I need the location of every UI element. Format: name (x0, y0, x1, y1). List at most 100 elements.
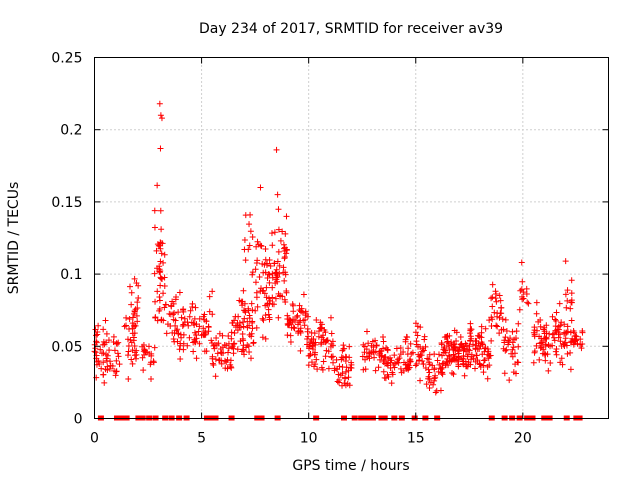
data-point (425, 373, 432, 380)
data-point (372, 337, 379, 344)
data-point (313, 356, 320, 363)
data-point (249, 269, 256, 276)
data-point (284, 322, 291, 329)
data-point (135, 282, 142, 289)
data-point (238, 298, 245, 305)
data-point (145, 343, 152, 350)
data-point (365, 350, 372, 357)
data-point (496, 292, 503, 299)
data-point (296, 302, 303, 309)
data-point (121, 323, 128, 330)
data-point (467, 320, 474, 327)
data-point (417, 377, 424, 384)
data-point (157, 239, 164, 246)
data-point (281, 255, 288, 262)
data-point (284, 332, 291, 339)
data-point (218, 357, 225, 364)
data-point (312, 361, 319, 368)
data-point (158, 226, 165, 233)
data-point (450, 344, 457, 351)
data-point (502, 316, 509, 323)
data-point (286, 321, 293, 328)
data-point (186, 334, 193, 341)
data-point (551, 337, 558, 344)
data-point (567, 366, 574, 373)
data-point (536, 333, 543, 340)
data-point (429, 362, 436, 369)
data-point (248, 355, 254, 362)
data-point (420, 361, 427, 368)
data-point (97, 346, 104, 353)
data-point (475, 332, 482, 339)
data-point (472, 345, 479, 352)
data-point (432, 389, 439, 396)
data-point (571, 329, 578, 336)
data-point (553, 317, 560, 324)
data-point (175, 309, 182, 316)
data-point (284, 312, 291, 319)
data-point (431, 366, 438, 373)
data-point (459, 344, 466, 351)
data-point (123, 322, 130, 329)
data-point (126, 283, 133, 290)
data-point (300, 291, 307, 298)
data-point (561, 321, 568, 328)
data-point (239, 319, 246, 326)
data-point (232, 313, 239, 320)
data-point (95, 322, 102, 329)
data-point (362, 356, 369, 363)
data-point (344, 380, 351, 387)
data-point (472, 358, 479, 365)
data-point (307, 351, 314, 358)
data-point (161, 304, 168, 311)
data-point (421, 336, 428, 343)
data-point (453, 329, 460, 336)
data-point (241, 246, 248, 253)
data-point (280, 269, 287, 276)
data-point (362, 366, 369, 373)
data-point (329, 353, 336, 360)
data-point (555, 331, 562, 338)
data-point (537, 344, 544, 351)
data-point (277, 237, 284, 244)
x-tick-labels: 0 5 10 15 20 (90, 431, 532, 447)
data-point (160, 290, 167, 297)
data-point (404, 334, 411, 341)
data-point (170, 335, 177, 342)
data-point (380, 357, 387, 364)
y-axis-label: SRMTID / TECUs (6, 182, 22, 295)
data-point (161, 283, 168, 290)
data-point (557, 359, 564, 366)
data-point (156, 100, 163, 107)
data-point (512, 335, 519, 342)
data-point (223, 342, 230, 349)
data-point (158, 275, 165, 282)
data-point (505, 341, 512, 348)
data-point (382, 375, 389, 382)
data-point (496, 330, 503, 337)
data-point (516, 306, 523, 313)
data-point (157, 258, 164, 265)
data-point (451, 354, 458, 361)
data-point (196, 323, 203, 330)
data-point (558, 319, 565, 326)
data-point (402, 336, 409, 343)
data-point (365, 340, 372, 347)
data-point (177, 356, 184, 363)
data-point (523, 290, 530, 297)
data-point (218, 350, 225, 357)
data-point (531, 324, 538, 331)
data-point (372, 367, 379, 374)
data-point (417, 352, 424, 359)
data-point (171, 330, 178, 337)
data-point (457, 333, 464, 340)
data-point (318, 325, 325, 332)
data-point (280, 264, 287, 271)
data-point (539, 339, 546, 346)
data-point (154, 265, 161, 272)
data-point (154, 182, 161, 189)
data-point (439, 371, 446, 378)
data-point (270, 301, 277, 308)
data-point (164, 321, 171, 328)
data-point (259, 260, 266, 267)
